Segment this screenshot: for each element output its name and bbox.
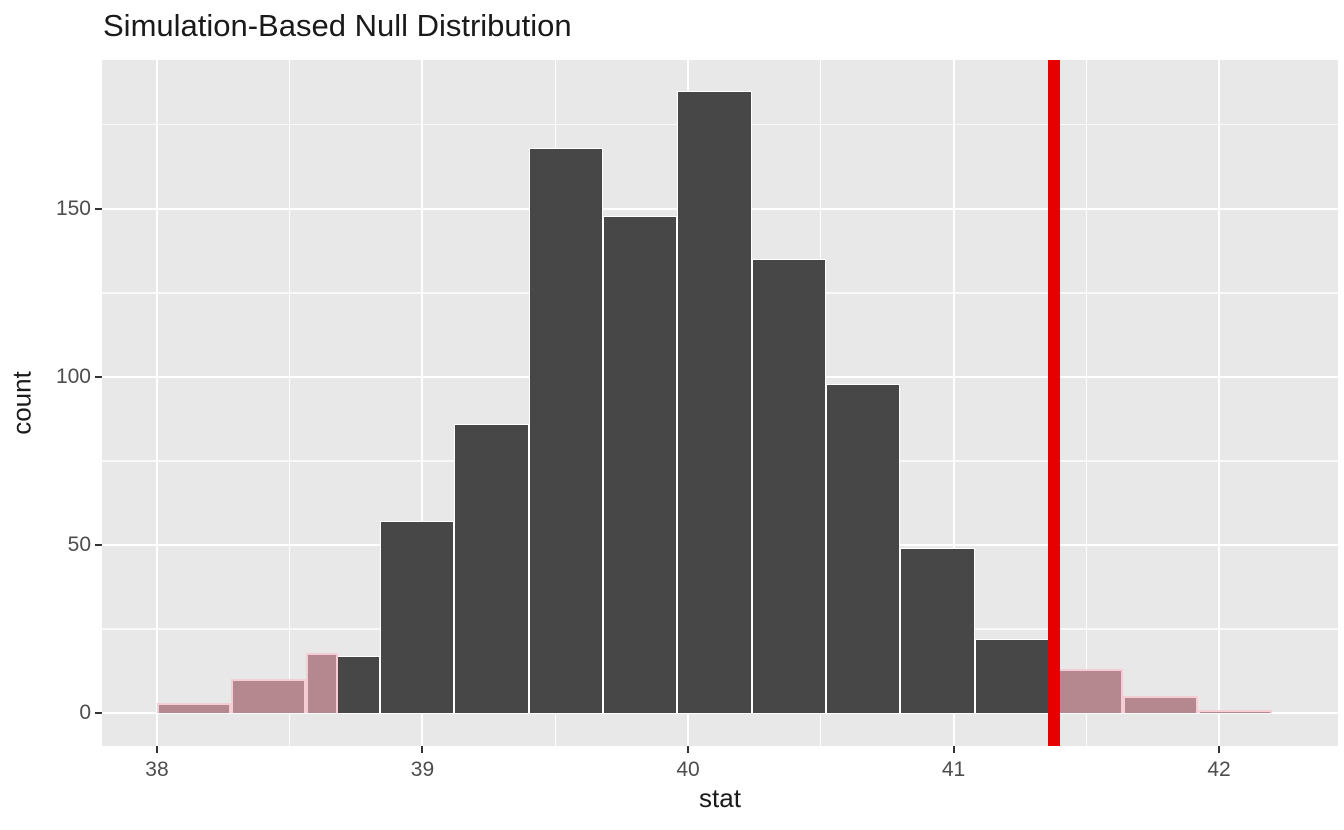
plot-title: Simulation-Based Null Distribution <box>103 8 572 43</box>
y-tick-label: 100 <box>55 364 91 388</box>
histogram-bar <box>380 521 455 714</box>
histogram-bar <box>826 383 901 714</box>
major-gridline <box>952 60 955 746</box>
histogram-bar <box>751 259 827 714</box>
histogram-bar <box>900 548 975 714</box>
shaded-tail-bar <box>305 652 338 714</box>
x-axis-tick <box>1218 746 1221 753</box>
shaded-tail-bar <box>1123 696 1198 714</box>
y-axis-tick <box>95 375 102 378</box>
histogram-bar <box>974 639 1050 714</box>
x-axis-tick <box>687 746 689 753</box>
major-gridline <box>155 60 158 746</box>
x-tick-label: 38 <box>145 758 169 781</box>
y-tick-label: 150 <box>55 196 91 220</box>
x-axis-tick <box>421 746 424 753</box>
y-axis-tick <box>95 207 102 210</box>
x-tick-label: 39 <box>410 758 435 781</box>
shaded-tail-bar <box>156 702 232 714</box>
observed-stat-line <box>1048 60 1061 746</box>
histogram-bar <box>603 215 678 714</box>
y-tick-label: 0 <box>79 701 91 725</box>
histogram-bar <box>454 424 529 714</box>
x-tick-label: 40 <box>676 758 700 781</box>
x-axis-tick <box>155 746 158 753</box>
x-tick-label: 42 <box>1207 758 1231 781</box>
x-tick-label: 41 <box>941 758 966 781</box>
y-axis-title: count <box>6 371 37 435</box>
shaded-tail-bar <box>1197 709 1273 714</box>
minor-gridline <box>289 60 291 746</box>
shaded-tail-bar <box>231 679 306 714</box>
y-axis-tick <box>95 544 102 546</box>
major-gridline <box>102 712 1338 715</box>
x-axis-tick <box>952 746 955 753</box>
histogram-bar <box>528 148 604 714</box>
x-axis-title: stat <box>699 783 741 813</box>
plot-panel <box>102 60 1338 746</box>
minor-gridline <box>1085 60 1087 746</box>
y-axis-tick <box>95 712 102 715</box>
y-tick-label: 50 <box>67 533 91 556</box>
histogram-bar <box>677 91 752 714</box>
major-gridline <box>1218 60 1221 746</box>
major-gridline <box>421 60 424 746</box>
